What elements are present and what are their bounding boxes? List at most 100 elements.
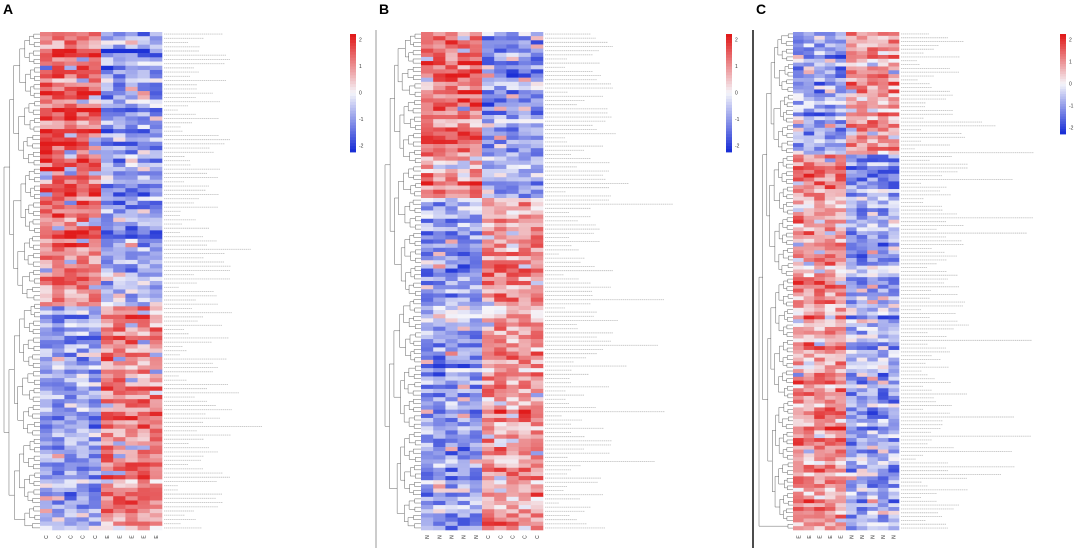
heatmap-cell [469, 52, 483, 58]
heatmap-cell [793, 146, 804, 152]
heatmap-cell [52, 268, 65, 273]
heatmap-cell [113, 445, 126, 451]
panel-label-a: A [3, 1, 13, 17]
heatmap-cell [52, 323, 65, 328]
heatmap-cell [867, 311, 879, 316]
heatmap-cell [125, 302, 138, 307]
heatmap-cell [445, 272, 458, 278]
heatmap-cell [76, 382, 90, 387]
heatmap-cell [506, 351, 519, 356]
heatmap-cell [835, 353, 847, 358]
heatmap-cell [113, 441, 126, 446]
heatmap-cell [113, 179, 126, 185]
dendrogram-branch [34, 67, 38, 73]
legend-swatch [1060, 39, 1066, 42]
heatmap-cell [445, 164, 458, 170]
heatmap-cell [76, 458, 90, 463]
heatmap-cell [835, 231, 847, 236]
heatmap-cell [793, 123, 804, 129]
heatmap-cell [888, 108, 900, 113]
heatmap-cell [445, 293, 458, 298]
heatmap-cell [793, 292, 804, 297]
dendrogram-branch [407, 102, 415, 112]
dendrogram-branch [414, 241, 419, 246]
heatmap-cell [814, 445, 826, 450]
heatmap-cell [494, 492, 507, 498]
heatmap-cell [469, 322, 483, 327]
heatmap-cell [877, 58, 889, 63]
dendrogram-branch [29, 35, 35, 45]
heatmap-cell [824, 388, 836, 393]
heatmap-cell [445, 405, 458, 410]
heatmap-cell [137, 306, 151, 311]
heatmap-cell [113, 302, 126, 307]
heatmap-cell [482, 422, 495, 427]
dendrogram-branch [786, 133, 791, 138]
heatmap-cell [814, 47, 826, 52]
heatmap-cell [793, 158, 804, 163]
dendrogram-branch [33, 261, 38, 267]
heatmap-cell [421, 310, 434, 315]
heatmap-cell [457, 152, 471, 157]
heatmap-cell [445, 160, 458, 166]
heatmap-cell [421, 222, 434, 228]
heatmap-cell [814, 526, 826, 531]
heatmap-cell [64, 394, 77, 400]
heatmap-cell [137, 234, 151, 240]
heatmap-cell [125, 188, 138, 193]
heatmap-cell [506, 492, 519, 498]
dendrogram-branch [409, 484, 415, 493]
heatmap-cell [433, 106, 446, 112]
heatmap-cell [76, 310, 90, 316]
heatmap-cell [64, 475, 77, 480]
heatmap-cell [793, 196, 804, 201]
heatmap-cell [421, 388, 434, 394]
heatmap-cell [469, 347, 483, 352]
heatmap-cell [64, 95, 77, 100]
dendrogram-branch [24, 479, 30, 497]
heatmap-cell [149, 340, 163, 345]
heatmap-cell [421, 268, 434, 273]
heatmap-cell [877, 441, 889, 447]
heatmap-cell [125, 82, 138, 88]
heatmap-cell [125, 183, 138, 189]
dendrogram-branch [400, 380, 405, 415]
legend-swatch [350, 84, 356, 88]
heatmap-cell [64, 310, 77, 316]
heatmap-cell [433, 334, 446, 340]
heatmap-cell [113, 492, 126, 497]
heatmap-cell [76, 297, 90, 303]
dendrogram-branch [403, 305, 411, 323]
heatmap-cell [814, 399, 826, 404]
heatmap-cell [101, 40, 114, 45]
column-label: E [839, 535, 845, 539]
heatmap-cell [149, 432, 163, 438]
heatmap-cell [814, 395, 826, 401]
heatmap-cell [433, 98, 446, 103]
heatmap-cell [856, 62, 868, 67]
dendrogram-branch [413, 407, 419, 412]
heatmap-cell [88, 226, 102, 231]
heatmap-cell [877, 338, 889, 343]
heatmap-cell [482, 339, 495, 344]
heatmap-cell [125, 36, 138, 41]
heatmap-cell [101, 454, 114, 459]
heatmap-cell [793, 300, 804, 305]
heatmap-cell [494, 198, 507, 203]
heatmap-cell [149, 120, 163, 126]
heatmap-cell [469, 447, 483, 452]
heatmap-cell [482, 77, 495, 83]
heatmap-cell [457, 73, 471, 78]
heatmap-cell [421, 451, 434, 456]
heatmap-cell [137, 356, 151, 362]
heatmap-cell [113, 200, 126, 206]
heatmap-cell [803, 100, 815, 106]
heatmap-cell [433, 359, 446, 365]
heatmap-cell [64, 141, 77, 147]
heatmap-cell [149, 82, 163, 88]
dendrogram-branch [34, 447, 38, 453]
heatmap-cell [101, 251, 114, 256]
heatmap-cell [457, 243, 471, 249]
heatmap-cell [113, 504, 126, 510]
